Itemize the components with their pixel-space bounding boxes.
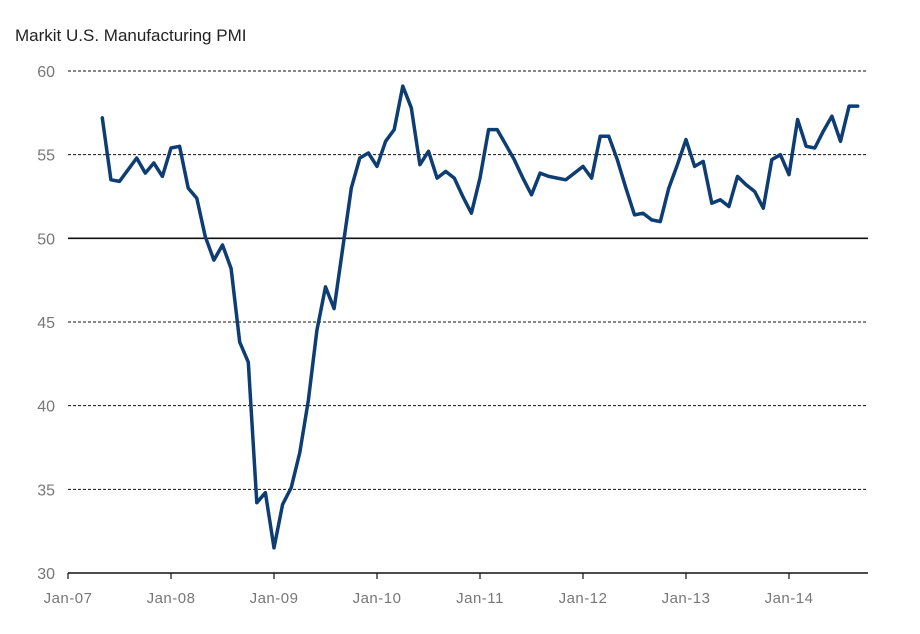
x-tick-label: Jan-07: [44, 590, 93, 607]
y-tick-label: 50: [37, 231, 55, 248]
x-tick-label: Jan-13: [662, 590, 711, 607]
y-tick-label: 30: [37, 566, 55, 583]
y-tick-label: 55: [37, 148, 55, 165]
y-tick-label: 45: [37, 315, 55, 332]
x-tick-label: Jan-10: [353, 590, 402, 607]
x-tick-label: Jan-09: [250, 590, 299, 607]
x-tick-label: Jan-12: [559, 590, 608, 607]
x-tick-label: Jan-08: [147, 590, 196, 607]
pmi-series-line: [100, 84, 860, 550]
y-tick-label: 40: [37, 399, 55, 416]
y-tick-label: 60: [37, 64, 55, 81]
y-tick-label: 35: [37, 482, 55, 499]
chart-title: Markit U.S. Manufacturing PMI: [15, 26, 247, 45]
x-tick-label: Jan-14: [765, 590, 814, 607]
x-tick-label: Jan-11: [456, 590, 504, 607]
